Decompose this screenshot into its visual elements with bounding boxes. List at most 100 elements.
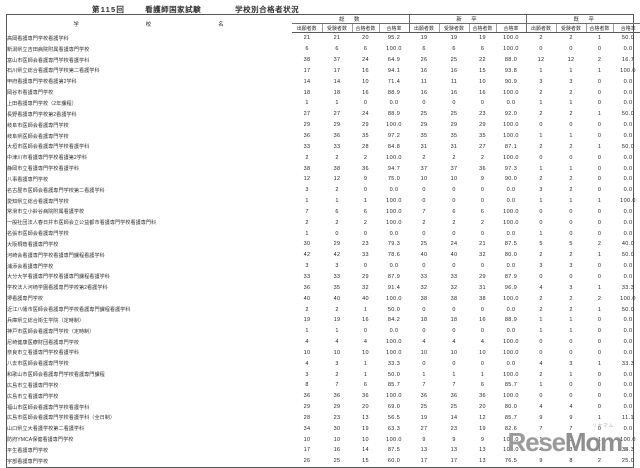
table-row: 奈良市立看護専門学校看護学科 10 10 10 100.0 10 10 10 100.0 0 0 0 0… [7,347,640,358]
total-applicants-cell: 3 [305,371,309,378]
total-applicants-cell: 14 [303,78,311,85]
old-examinees-cell: 0 [569,230,573,237]
table-row: 兵庫県立総合衛生学院（定時制） 19 19 16 84.2 18 18 16 88.9 1 1 0 0.… [7,315,640,326]
total-pass-rate-cell: 0.0 [389,230,399,237]
table-row: 長野看護専門学校第2看護学科 27 27 24 88.9 25 25 23 92.0 2 2 1 50.… [7,109,640,120]
table-row: 大垣市医師会看護専門学校看護学科 33 33 28 84.8 31 31 27 87.1 2 2 1 5… [7,141,640,152]
new-pass-rate-cell: 87.5 [504,241,518,248]
new-passers-cell: 13 [479,447,486,454]
total-applicants-cell: 17 [303,67,311,74]
total-pass-rate-cell: 100.0 [386,436,402,443]
school-name-cell: 静岡市立看護専門学校看護学科 [7,166,80,173]
school-name-cell: 広島市医師会看護専門学校看護学科（全日制） [7,415,116,422]
total-examinees-cell: 29 [333,241,341,248]
old-passers-cell: 0 [597,230,602,237]
new-pass-rate-cell: 0.0 [506,230,516,237]
total-examinees-cell: 27 [333,111,341,118]
new-examinees-cell: 33 [450,273,458,280]
school-name-header-char-1: 学 [73,21,81,28]
school-name-header: 学 校 名 [7,15,292,33]
new-passers-cell: 32 [479,252,486,259]
total-passers-cell: 32 [362,284,369,291]
old-examinees-cell: 0 [569,208,573,215]
new-examinees-cell: 0 [452,187,456,194]
total-examinees-cell: 37 [333,57,341,64]
old-pass-rate-cell: 0.0 [623,165,633,172]
new-examinees-cell: 37 [450,165,458,172]
old-examinees-cell: 3 [569,263,573,270]
table-row: 福山市医師会看護専門学校看護学科 29 29 20 69.0 25 25 20 80.0 4 4 0 0… [7,402,640,413]
old-examinees-cell: 0 [569,382,573,389]
new-examinees-cell: 38 [450,295,458,302]
old-applicants-cell: 2 [539,371,543,378]
total-examinees-cell: 36 [333,393,341,400]
new-pass-rate-cell: 82.6 [504,425,518,432]
table-row: 防府YMCA保健看護専門学校 10 10 10 100.0 9 9 9 100.0 1 1 1 100.… [7,434,640,445]
new-examinees-cell: 25 [450,111,458,118]
school-name-cell: 愛知県立総合看護専門学校 [7,198,69,205]
new-pass-rate-cell: 80.0 [504,404,518,411]
new-examinees-cell: 14 [450,414,458,421]
old-applicants-cell: 1 [539,230,543,237]
sub-header-total-pass-rate: 合格率 [378,23,409,33]
school-name-cell: 学校法人河崎学園看護専門学校第2看護学科 [7,285,108,292]
old-pass-rate-cell: 0.0 [623,219,633,226]
old-passers-cell: 0 [597,425,602,432]
old-pass-rate-cell: 0.0 [623,393,633,400]
total-applicants-cell: 33 [303,273,311,280]
new-pass-rate-cell: 100.0 [503,89,519,96]
table-row: 近江八幡市医師会看護専門学校看護専門課程看護学科 2 2 1 50.0 0 0 0 0.0 2 2 1… [7,304,640,315]
new-passers-cell: 0 [480,187,485,194]
old-pass-rate-cell: 50.0 [621,252,635,259]
new-pass-rate-cell: 100.0 [503,447,519,454]
watermark-ruby: リセマム [592,423,614,428]
total-pass-rate-cell: 50.0 [387,306,401,313]
old-passers-cell: 1 [597,414,602,421]
new-applicants-cell: 25 [420,241,428,248]
old-applicants-cell: 2 [539,143,543,150]
old-applicants-cell: 0 [539,349,543,356]
title-exam-name: 看護師国家試験 [145,4,202,14]
new-examinees-cell: 2 [452,219,456,226]
sub-header-total-passers: 合格者数 [351,23,379,33]
new-applicants-cell: 1 [422,371,426,378]
old-pass-rate-cell: 100.0 [620,295,636,302]
new-passers-cell: 2 [480,219,485,226]
old-examinees-cell: 0 [569,393,573,400]
old-examinees-cell: 2 [569,35,573,42]
new-applicants-cell: 0 [422,187,426,194]
old-pass-rate-cell: 0.0 [623,317,633,324]
total-examinees-cell: 12 [333,176,341,183]
new-examinees-cell: 10 [450,349,458,356]
old-passers-cell: 0 [597,393,602,400]
total-passers-cell: 14 [362,447,369,454]
old-passers-cell: 2 [597,241,602,248]
old-passers-cell: 0 [597,404,602,411]
old-examinees-cell: 7 [569,425,573,432]
old-applicants-cell: 2 [539,306,543,313]
total-pass-rate-cell: 71.4 [387,78,401,85]
old-examinees-cell: 0 [569,273,573,280]
old-examinees-cell: 0 [569,339,573,346]
total-applicants-cell: 12 [303,176,311,183]
old-pass-rate-cell: 0.0 [623,425,633,432]
new-applicants-cell: 40 [420,252,428,259]
total-applicants-cell: 4 [305,339,309,346]
total-applicants-cell: 36 [303,393,311,400]
total-examinees-cell: 21 [333,35,341,42]
total-examinees-cell: 23 [333,414,341,421]
new-passers-cell: 35 [479,133,486,140]
total-applicants-cell: 26 [303,458,311,465]
group-header-past-graduate: 既 卒 [525,15,640,24]
old-passers-cell: 1 [597,284,602,291]
old-passers-cell: 0 [597,176,602,183]
old-pass-rate-cell: 0.0 [623,328,633,335]
total-passers-cell: 29 [362,273,369,280]
new-pass-rate-cell: 100.0 [503,349,519,356]
new-pass-rate-cell: 0.0 [506,198,516,205]
new-examinees-cell: 0 [452,360,456,367]
new-applicants-cell: 10 [420,349,428,356]
total-examinees-cell: 16 [333,447,341,454]
school-name-cell: 広島市立看護専門学校 [7,382,59,389]
table-row: 上田看護専門学校（2年課程） 1 1 0 0.0 0 0 0 0.0 1 1 0 0.0 [7,98,640,109]
